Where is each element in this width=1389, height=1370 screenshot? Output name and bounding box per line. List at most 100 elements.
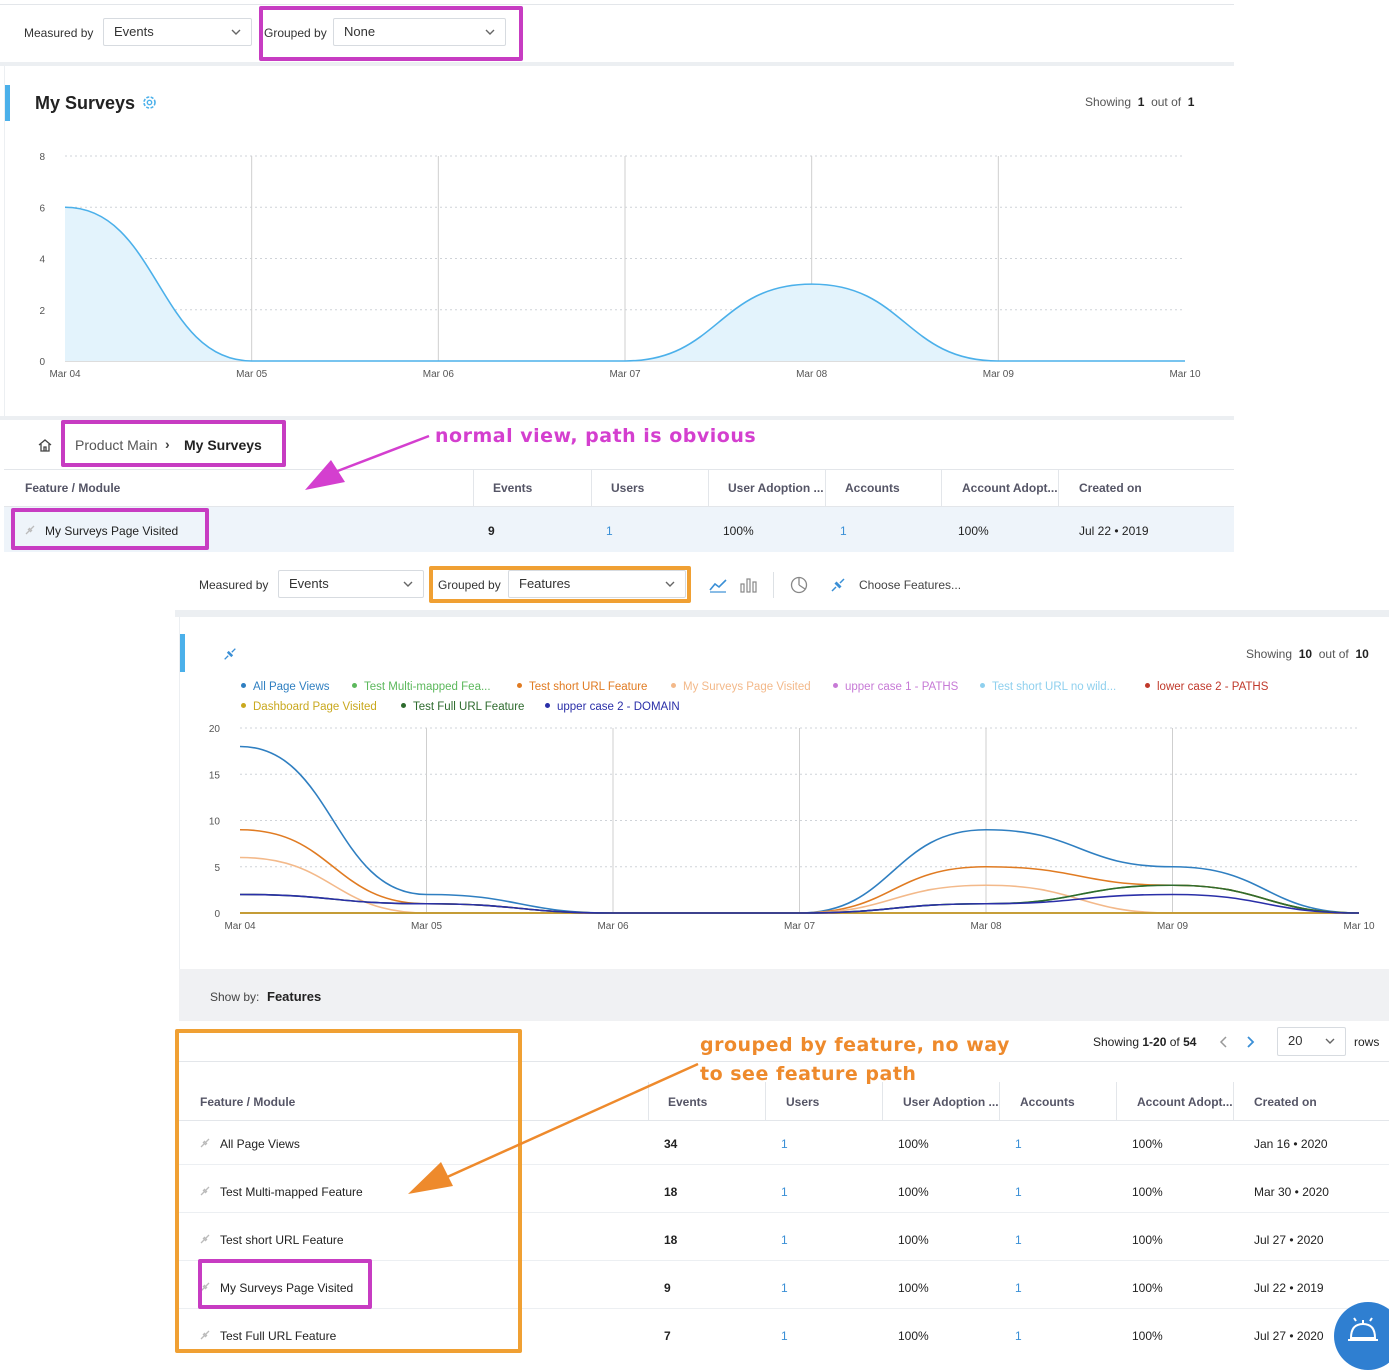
feature-name[interactable]: My Surveys Page Visited <box>220 1281 354 1295</box>
row-divider <box>179 1164 1389 1165</box>
table-row[interactable] <box>4 507 1234 552</box>
help-launcher-button[interactable] <box>1334 1302 1389 1370</box>
legend-item[interactable]: All Page Views <box>241 681 330 693</box>
breadcrumb-current: My Surveys <box>184 437 262 453</box>
column-header[interactable]: User Adoption ... <box>728 481 824 495</box>
column-divider <box>765 1082 766 1120</box>
legend-dot <box>241 683 246 689</box>
grouped-by-select[interactable]: Features <box>508 570 686 598</box>
accounts-link[interactable]: 1 <box>840 524 847 538</box>
column-header[interactable]: Accounts <box>1020 1095 1075 1109</box>
legend-item[interactable]: My Surveys Page Visited <box>671 681 811 693</box>
bottom-panel <box>175 552 1389 1357</box>
legend-item[interactable]: Test Multi-mapped Fea... <box>352 681 491 693</box>
users-link[interactable]: 1 <box>781 1329 788 1343</box>
column-header[interactable]: Created on <box>1079 481 1142 495</box>
show-by-value[interactable]: Features <box>267 989 322 1004</box>
home-icon[interactable] <box>37 438 53 453</box>
panel-left-border <box>4 66 5 416</box>
measured-by-label: Measured by <box>24 26 94 40</box>
top-panel: Measured by Events Grouped by None My Su… <box>0 0 1234 552</box>
created-on-value: Jan 16 • 2020 <box>1254 1137 1328 1151</box>
user-adoption-value: 100% <box>723 524 754 538</box>
feature-plug-icon <box>200 1186 210 1196</box>
y-tick-label: 2 <box>39 306 45 317</box>
accounts-link[interactable]: 1 <box>1015 1185 1022 1199</box>
top-border <box>0 4 1234 5</box>
grouped-by-value: None <box>344 24 376 39</box>
measured-by-select[interactable]: Events <box>103 18 252 46</box>
choose-features-button[interactable]: Choose Features... <box>859 578 962 592</box>
legend-dot <box>833 683 838 689</box>
chevron-down-icon <box>485 29 495 35</box>
rows-label: rows <box>1354 1035 1380 1049</box>
breadcrumb-separator-icon: › <box>165 436 170 452</box>
legend-item[interactable]: upper case 2 - DOMAIN <box>545 701 680 713</box>
feature-name[interactable]: Test short URL Feature <box>220 1233 344 1247</box>
users-link[interactable]: 1 <box>781 1281 788 1295</box>
users-link[interactable]: 1 <box>781 1137 788 1151</box>
column-header[interactable]: Users <box>611 481 645 495</box>
grouped-by-value: Features <box>519 576 571 591</box>
users-link[interactable]: 1 <box>781 1185 788 1199</box>
x-tick-label: Mar 09 <box>1157 921 1189 932</box>
column-header[interactable]: Account Adopt... <box>1137 1095 1233 1109</box>
column-divider <box>708 470 709 507</box>
chevron-left-icon[interactable] <box>1217 1034 1231 1050</box>
measured-by-select[interactable]: Events <box>278 570 424 598</box>
legend-item[interactable]: lower case 2 - PATHS <box>1145 681 1268 693</box>
rows-per-page-select[interactable]: 20 <box>1277 1027 1346 1056</box>
users-link[interactable]: 1 <box>781 1233 788 1247</box>
grouped-by-label: Grouped by <box>264 26 327 40</box>
users-link[interactable]: 1 <box>606 524 613 538</box>
legend-item[interactable]: Test short URL no wild... <box>980 681 1116 693</box>
chevron-right-icon[interactable] <box>1243 1034 1257 1050</box>
feature-plug-icon <box>200 1234 210 1244</box>
accounts-link[interactable]: 1 <box>1015 1233 1022 1247</box>
breadcrumb-parent[interactable]: Product Main <box>75 437 158 453</box>
accounts-link[interactable]: 1 <box>1015 1329 1022 1343</box>
column-divider <box>1233 1082 1234 1120</box>
feature-name[interactable]: My Surveys Page Visited <box>45 524 179 538</box>
column-divider <box>591 470 592 507</box>
column-header[interactable]: Events <box>493 481 533 495</box>
pie-chart-icon[interactable] <box>789 575 809 595</box>
column-header[interactable]: Feature / Module <box>200 1095 296 1109</box>
user-adoption-value: 100% <box>898 1329 929 1343</box>
table-top-border <box>179 1061 1389 1062</box>
y-tick-label: 10 <box>209 817 221 828</box>
feature-settings-icon[interactable] <box>141 94 158 111</box>
accounts-link[interactable]: 1 <box>1015 1281 1022 1295</box>
created-on-value: Jul 27 • 2020 <box>1254 1233 1324 1247</box>
feature-name[interactable]: All Page Views <box>220 1137 300 1151</box>
column-header[interactable]: User Adoption ... <box>903 1095 999 1109</box>
legend-item[interactable]: Test Full URL Feature <box>401 701 524 713</box>
user-adoption-value: 100% <box>898 1233 929 1247</box>
bar-chart-icon[interactable] <box>738 576 758 594</box>
x-tick-label: Mar 05 <box>236 369 268 380</box>
line-chart-icon[interactable] <box>708 576 728 594</box>
events-value: 9 <box>664 1281 671 1295</box>
feature-plug-icon[interactable] <box>829 576 847 594</box>
legend-item[interactable]: Test short URL Feature <box>517 681 647 693</box>
account-adoption-value: 100% <box>1132 1233 1163 1247</box>
showing-count: Showing 10 out of 10 <box>1246 647 1369 661</box>
column-header[interactable]: Account Adopt... <box>962 481 1058 495</box>
column-header[interactable]: Feature / Module <box>25 481 121 495</box>
x-tick-label: Mar 06 <box>423 369 455 380</box>
column-header[interactable]: Created on <box>1254 1095 1317 1109</box>
grouped-by-select[interactable]: None <box>333 18 506 46</box>
legend-item[interactable]: Dashboard Page Visited <box>241 701 377 713</box>
feature-name[interactable]: Test Multi-mapped Feature <box>220 1185 363 1199</box>
column-header[interactable]: Accounts <box>845 481 900 495</box>
show-by-label: Show by: <box>210 990 260 1004</box>
column-header[interactable]: Users <box>786 1095 820 1109</box>
annotation-arrow-icon <box>305 434 430 490</box>
accounts-link[interactable]: 1 <box>1015 1137 1022 1151</box>
legend-dot <box>980 683 985 689</box>
feature-name[interactable]: Test Full URL Feature <box>220 1329 337 1343</box>
column-header[interactable]: Events <box>668 1095 708 1109</box>
legend-item[interactable]: upper case 1 - PATHS <box>833 681 958 693</box>
showing-count-value: 10 <box>1298 647 1313 661</box>
column-divider <box>1116 1082 1117 1120</box>
